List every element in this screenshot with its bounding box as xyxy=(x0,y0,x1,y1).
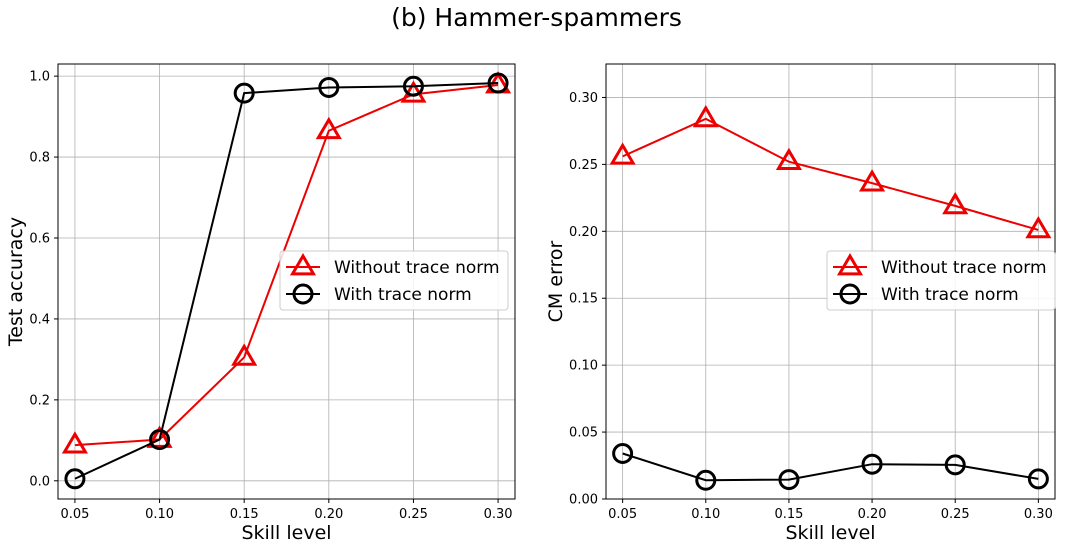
triangle-marker xyxy=(1025,216,1052,239)
y-axis-label: CM error xyxy=(545,240,567,322)
x-axis-label: Skill level xyxy=(785,522,875,544)
series-line xyxy=(622,117,1039,231)
circle-marker xyxy=(612,442,634,464)
circle-marker xyxy=(233,82,255,104)
x-tick-label: 0.25 xyxy=(941,507,970,522)
x-tick-label: 0.20 xyxy=(858,507,887,522)
circle-marker xyxy=(839,283,861,305)
y-axis-label: Test accuracy xyxy=(5,217,27,347)
y-tick-label: 0.20 xyxy=(569,225,598,240)
x-axis-label: Skill level xyxy=(241,522,331,544)
x-tick-label: 0.05 xyxy=(608,507,637,522)
circle-marker xyxy=(944,454,966,476)
circle-marker xyxy=(487,72,509,94)
y-tick-label: 0.4 xyxy=(29,312,50,327)
circle-marker xyxy=(64,468,86,490)
circle-marker xyxy=(149,429,171,451)
circle-marker xyxy=(292,283,314,305)
legend-box xyxy=(279,250,509,311)
y-tick-label: 0.00 xyxy=(569,493,598,508)
legend-label: Without trace norm xyxy=(334,258,500,278)
x-tick-label: 0.10 xyxy=(691,507,720,522)
legend-label: With trace norm xyxy=(334,285,472,305)
circle-marker xyxy=(318,76,340,98)
figure-title: (b) Hammer-spammers xyxy=(391,3,682,32)
legend: Without trace norm With trace norm xyxy=(279,250,509,311)
y-tick-label: 0.10 xyxy=(569,359,598,374)
y-tick-label: 0.0 xyxy=(29,474,50,489)
y-tick-label: 0.25 xyxy=(569,158,598,173)
triangle-marker xyxy=(692,104,719,128)
triangle-marker xyxy=(61,431,88,454)
triangle-marker xyxy=(289,253,317,276)
axes-frame xyxy=(57,63,516,500)
series-without-trace-norm xyxy=(609,104,1052,239)
circle-marker xyxy=(778,469,800,491)
y-tick-label: 1.0 xyxy=(29,70,50,85)
axes-right: 0.05 0.10 0.15 0.20 0.25 0.30 0.00 0.05 0.10 0.15… xyxy=(545,63,1056,544)
triangle-marker xyxy=(146,425,173,448)
circle-marker xyxy=(1027,468,1049,490)
legend-label: With trace norm xyxy=(881,285,1019,305)
series-line xyxy=(622,452,1039,482)
circle-marker xyxy=(861,453,883,475)
series-with-trace-norm xyxy=(612,442,1049,491)
x-tick-label: 0.15 xyxy=(230,507,259,522)
triangle-marker xyxy=(315,116,342,140)
series-line xyxy=(74,84,499,447)
x-tick-label: 0.15 xyxy=(774,507,803,522)
y-tick-label: 0.05 xyxy=(569,426,598,441)
series-line xyxy=(74,82,499,480)
legend-box xyxy=(826,250,1056,311)
y-tick-label: 0.6 xyxy=(29,232,50,247)
triangle-marker xyxy=(859,169,886,192)
y-tick-label: 0.30 xyxy=(569,91,598,106)
triangle-marker xyxy=(836,253,864,276)
circle-marker xyxy=(402,75,424,97)
x-tick-label: 0.30 xyxy=(1024,507,1053,522)
triangle-marker xyxy=(775,147,802,171)
axes-left: 0.05 0.10 0.15 0.20 0.25 0.30 0.0 0.2 0.4 0.6 0.8 1… xyxy=(5,63,516,544)
y-tick-label: 0.8 xyxy=(29,151,50,166)
triangle-marker xyxy=(609,142,636,165)
triangle-marker xyxy=(231,343,258,366)
legend-label: Without trace norm xyxy=(881,258,1047,278)
legend: Without trace norm With trace norm xyxy=(826,250,1056,311)
x-tick-label: 0.10 xyxy=(145,507,174,522)
series-with-trace-norm xyxy=(64,72,509,490)
x-tick-label: 0.30 xyxy=(484,507,513,522)
y-tick-label: 0.2 xyxy=(29,393,50,408)
y-tick-label: 0.15 xyxy=(569,292,598,307)
x-tick-label: 0.20 xyxy=(314,507,343,522)
circle-marker xyxy=(695,469,717,491)
x-tick-label: 0.05 xyxy=(60,507,89,522)
x-tick-label: 0.25 xyxy=(399,507,428,522)
triangle-marker xyxy=(942,191,969,215)
